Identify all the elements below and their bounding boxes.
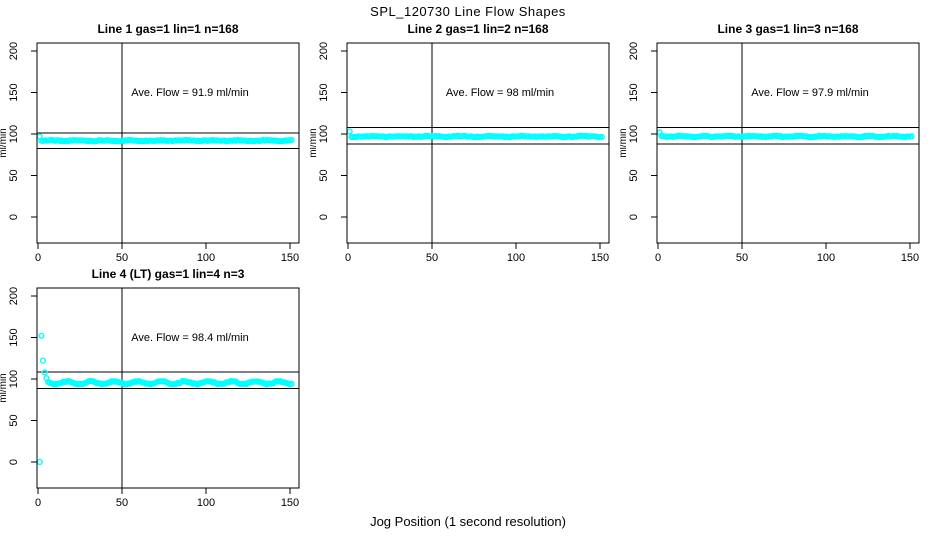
y-tick-label: 200 xyxy=(628,42,640,60)
plot-line-2-canvas: Line 2 gas=1 lin=2 n=168 0 50 100 150 0 50 100 1… xyxy=(308,22,610,264)
plot-box xyxy=(346,42,610,244)
y-tick-label: 200 xyxy=(318,42,330,60)
x-axis-caption: Jog Position (1 second resolution) xyxy=(370,514,566,529)
plot-line-4-canvas: Line 4 (LT) gas=1 lin=4 n=3 0 50 100 150 0 50 1… xyxy=(0,267,300,509)
y-axis: 0 50 100 150 200 ml/min xyxy=(0,42,37,220)
plot-line-3-canvas: Line 3 gas=1 lin=3 n=168 0 50 100 150 0 50 100 1… xyxy=(618,22,920,264)
y-tick-label: 50 xyxy=(318,169,330,181)
y-axis-label: ml/min xyxy=(0,128,9,157)
y-tick-label: 50 xyxy=(628,169,640,181)
data-points xyxy=(36,133,295,145)
y-axis: 0 50 100 150 200 ml/min xyxy=(308,42,347,220)
x-tick-label: 50 xyxy=(426,252,438,264)
y-tick-label: 100 xyxy=(318,125,330,143)
y-axis-label: ml/min xyxy=(0,373,9,402)
y-axis-label: ml/min xyxy=(620,128,629,157)
ave-flow-annotation: Ave. Flow = 98 ml/min xyxy=(446,87,554,99)
y-axis-label: ml/min xyxy=(310,128,319,157)
y-tick-label: 150 xyxy=(318,83,330,101)
y-tick-label: 150 xyxy=(628,83,640,101)
x-tick-label: 150 xyxy=(281,252,299,264)
subplot-line-4: Line 4 (LT) gas=1 lin=4 n=3 0 50 100 150 0 50 1… xyxy=(0,263,310,518)
x-tick-label: 100 xyxy=(507,252,525,264)
x-tick-label: 0 xyxy=(35,252,41,264)
x-tick-label: 0 xyxy=(35,497,41,509)
data-points xyxy=(36,332,295,466)
reference-lines xyxy=(657,43,919,243)
x-axis: 0 50 100 150 xyxy=(655,243,919,264)
subplot-title: Line 2 gas=1 lin=2 n=168 xyxy=(407,22,548,36)
x-axis: 0 50 100 150 xyxy=(345,243,609,264)
reference-lines xyxy=(347,43,609,243)
ave-flow-annotation: Ave. Flow = 97.9 ml/min xyxy=(751,87,868,99)
plot-line-1-canvas: Line 1 gas=1 lin=1 n=168 0 50 100 150 0 50 100 1… xyxy=(0,22,300,264)
plot-box xyxy=(656,42,920,244)
figure-title: SPL_120730 Line Flow Shapes xyxy=(370,4,566,19)
data-points xyxy=(656,129,915,141)
y-tick-label: 0 xyxy=(628,214,640,220)
y-tick-label: 0 xyxy=(8,459,20,465)
x-tick-label: 0 xyxy=(655,252,661,264)
subplot-title: Line 1 gas=1 lin=1 n=168 xyxy=(97,22,238,36)
ave-flow-annotation: Ave. Flow = 91.9 ml/min xyxy=(131,87,248,99)
x-axis: 0 50 100 150 xyxy=(35,488,299,509)
y-tick-label: 200 xyxy=(8,42,20,60)
x-tick-label: 150 xyxy=(281,497,299,509)
y-tick-label: 150 xyxy=(8,83,20,101)
y-axis: 0 50 100 150 200 ml/min xyxy=(0,287,37,465)
x-tick-label: 150 xyxy=(591,252,609,264)
x-tick-label: 100 xyxy=(197,497,215,509)
y-tick-label: 100 xyxy=(8,125,20,143)
x-tick-label: 50 xyxy=(736,252,748,264)
y-tick-label: 0 xyxy=(8,214,20,220)
plot-box xyxy=(36,42,300,244)
y-tick-label: 150 xyxy=(8,328,20,346)
subplot-line-1: Line 1 gas=1 lin=1 n=168 0 50 100 150 0 50 100 1… xyxy=(0,18,310,273)
x-tick-label: 150 xyxy=(901,252,919,264)
y-axis: 0 50 100 150 200 ml/min xyxy=(618,42,657,220)
y-tick-label: 100 xyxy=(628,125,640,143)
y-tick-label: 50 xyxy=(8,414,20,426)
x-tick-label: 50 xyxy=(116,252,128,264)
x-tick-label: 0 xyxy=(345,252,351,264)
x-tick-label: 100 xyxy=(197,252,215,264)
subplot-line-3: Line 3 gas=1 lin=3 n=168 0 50 100 150 0 50 100 1… xyxy=(618,18,930,273)
y-tick-label: 100 xyxy=(8,370,20,388)
x-tick-label: 100 xyxy=(817,252,835,264)
plot-box xyxy=(36,287,300,489)
subplot-line-2: Line 2 gas=1 lin=2 n=168 0 50 100 150 0 50 100 1… xyxy=(308,18,620,273)
subplot-title: Line 4 (LT) gas=1 lin=4 n=3 xyxy=(92,267,245,281)
ave-flow-annotation: Ave. Flow = 98.4 ml/min xyxy=(131,332,248,344)
y-tick-label: 0 xyxy=(318,214,330,220)
reference-lines xyxy=(37,288,299,488)
y-tick-label: 50 xyxy=(8,169,20,181)
x-tick-label: 50 xyxy=(116,497,128,509)
data-points xyxy=(346,128,605,141)
x-axis: 0 50 100 150 xyxy=(35,243,299,264)
subplot-title: Line 3 gas=1 lin=3 n=168 xyxy=(717,22,858,36)
y-tick-label: 200 xyxy=(8,287,20,305)
